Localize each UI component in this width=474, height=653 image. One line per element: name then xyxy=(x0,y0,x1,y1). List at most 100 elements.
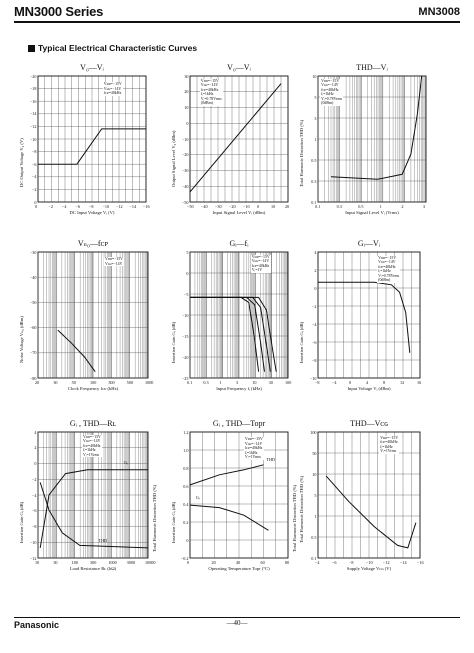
y-axis-label: Total Harmonic Distortion THD (%) xyxy=(299,119,304,187)
x-tick-label: −4 xyxy=(315,559,320,565)
x-tick-label: 30 xyxy=(268,379,273,385)
chart-plot xyxy=(317,431,421,559)
test-conditions: Vᴅᴅ=−15V Vɢɢ=−14V fᴄᴘ=40kHz Vᵢ=1V xyxy=(250,254,271,273)
x-tick-label: 0 xyxy=(349,379,352,385)
chart-title: THD—Vᵢ xyxy=(356,63,388,72)
x-tick-label: 1 xyxy=(219,379,222,385)
x-tick-label: 3 xyxy=(236,379,239,385)
y-tick-label: −25 xyxy=(181,375,189,381)
chart-title: Gᵢ , THD—Topr xyxy=(212,419,266,428)
y-axis-label: Insertion Gain Gᵢ (dB) xyxy=(171,501,176,543)
x-tick-label: 0 xyxy=(35,203,38,209)
y-tick-label: −30 xyxy=(29,249,37,255)
x-axis-label: Supply Voltage Vᴄɢ (V) xyxy=(346,566,392,571)
x-axis-label: Input Signal Level Vᵢ (dBm) xyxy=(212,210,266,215)
y-tick-label: −6 xyxy=(32,508,37,514)
y-tick-label: −14 xyxy=(29,111,37,117)
x-tick-label: 16 xyxy=(417,379,422,385)
y-tick-label: −20 xyxy=(181,152,189,158)
chart-plot xyxy=(317,251,421,379)
y-tick-label: −20 xyxy=(181,354,189,360)
x-tick-label: 100 xyxy=(71,559,78,565)
x-tick-label: −6 xyxy=(75,203,80,209)
x-tick-label: 2 xyxy=(401,203,404,209)
y-tick-label: 50 xyxy=(312,450,317,456)
y-tick-label: 0.3 xyxy=(311,178,317,184)
y-tick-label: −40 xyxy=(181,183,189,189)
y-tick-label: −80 xyxy=(29,375,37,381)
page-footer: Panasonic —40— xyxy=(0,605,474,653)
characteristic-curve xyxy=(190,296,277,372)
characteristic-curve xyxy=(318,281,411,353)
x-tick-label: −16 xyxy=(143,203,150,209)
x-tick-label: 12 xyxy=(400,379,405,385)
test-conditions: Vᴅᴅ=−15V Vɢɢ=−14V fᴄᴘ=40kHz fᵢ=1kHz Vᵢ=1… xyxy=(82,434,102,458)
y-tick-label: 1 xyxy=(314,513,317,519)
y-tick-label: 4 xyxy=(314,249,317,255)
x-axis-label: DC Input Voltage Vᵢ (V) xyxy=(69,210,115,215)
y-tick-label: −20 xyxy=(29,73,37,79)
test-conditions: Vᴅᴅ=−15V Vɢɢ=−14V fᴄᴘ=40kHz xyxy=(102,82,123,96)
y-tick-label: 0 xyxy=(186,270,189,276)
x-tick-label: 50 xyxy=(71,379,76,385)
series-title: MN3000 Series xyxy=(14,4,104,19)
x-tick-label: 1000 xyxy=(108,559,117,565)
chart-title: THD—Vᴄɢ xyxy=(350,419,388,428)
y-tick-label: −6 xyxy=(312,339,317,345)
y-tick-label: 0.2 xyxy=(183,519,189,525)
x-tick-label: −8 xyxy=(315,379,320,385)
model-number: MN3008 xyxy=(418,6,460,18)
chart-title: Gᵢ—Vᵢ xyxy=(357,239,381,248)
y-tick-label: 1.2 xyxy=(183,429,189,435)
chart-title: Gᵢ , THD—Rʟ xyxy=(69,419,117,428)
y-tick-label: 5 xyxy=(186,249,189,255)
test-conditions: Vᴅᴅ=−15V Vɢɢ=−14V fᴄᴘ=40kHz fᵢ=1kHz Vᵢ=0… xyxy=(320,78,344,106)
y-tick-label: 1 xyxy=(314,136,317,142)
y-tick-label: 5 xyxy=(314,94,317,100)
chart-title: V₀—Vᵢ xyxy=(227,63,251,72)
x-tick-label: 100 xyxy=(285,379,292,385)
x-tick-label: −10 xyxy=(243,203,250,209)
x-axis-label: Operating Temperature Topr (°C) xyxy=(208,566,270,571)
x-tick-label: 60 xyxy=(260,559,265,565)
chart-panel: THD—Vᴄɢ 100 50 10 5 1 0.5 0.1 −4 −6 −8 −10 −12 −14 −16… xyxy=(299,419,424,571)
x-tick-label: 20 xyxy=(35,379,40,385)
x-tick-label: −12 xyxy=(383,559,390,565)
y-tick-label: −2 xyxy=(32,476,37,482)
x-tick-label: −4 xyxy=(62,203,67,209)
y-tick-label: −2 xyxy=(312,303,317,309)
characteristic-curve xyxy=(190,296,271,372)
x-tick-label: −10 xyxy=(102,203,110,209)
x-tick-label: −16 xyxy=(417,559,424,565)
x-tick-label: 10 xyxy=(271,203,276,209)
chart-panel: Gᵢ , THD—Topr 1.2 1.0 0.8 0.6 0.4 0.2 0 −0.2 0 20 4… xyxy=(171,419,297,571)
x-tick-label: −10 xyxy=(366,559,373,565)
characteristic-curve xyxy=(38,128,146,165)
y-tick-label: 4 xyxy=(34,429,37,435)
chart-plot xyxy=(189,251,289,379)
x-tick-label: 0.5 xyxy=(358,203,364,209)
characteristic-curve xyxy=(57,329,96,372)
y-tick-label: −10 xyxy=(29,539,37,545)
curve-label: Gᵢ xyxy=(123,459,128,465)
x-tick-label: 300 xyxy=(108,379,115,385)
y-tick-label: −50 xyxy=(29,299,37,305)
x-tick-label: 0 xyxy=(257,203,260,209)
chart-panel: Gᵢ—fᵢ 5 0 −5 −10 −15 −20 −25 0.1 0.3 1 3 10 30 100 Inpu… xyxy=(171,239,291,391)
y-tick-label: −10 xyxy=(181,312,189,318)
test-conditions: Vᴅᴅ=−15V Vɢɢ=−14V fᴄᴘ=40kHz fᵢ=1kHz Vᵢ=1… xyxy=(243,437,264,460)
test-conditions: Vᴅᴅ=−15V Vɢɢ=−14V fᴄᴘ=40kHz fᵢ=1kHz Vᵢ=0… xyxy=(377,255,401,283)
x-tick-label: −12 xyxy=(116,203,123,209)
header-rule xyxy=(14,21,460,23)
y-tick-label: −10 xyxy=(309,375,317,381)
y-tick-label: 0.5 xyxy=(311,157,317,163)
chart-panel: Vₙ₀—fᴄᴘ −30 −40 −50 −60 −70 −80 20 30 50 100 300 500… xyxy=(19,239,153,391)
x-tick-label: −8 xyxy=(89,203,94,209)
section-heading: Typical Electrical Characteristic Curves xyxy=(28,43,197,53)
x-tick-label: 80 xyxy=(285,559,290,565)
y-tick-label: −10 xyxy=(181,136,189,142)
page-number: —40— xyxy=(226,619,248,627)
characteristic-curve xyxy=(39,482,149,549)
x-tick-label: 10 xyxy=(252,379,257,385)
x-tick-label: −40 xyxy=(201,203,208,209)
